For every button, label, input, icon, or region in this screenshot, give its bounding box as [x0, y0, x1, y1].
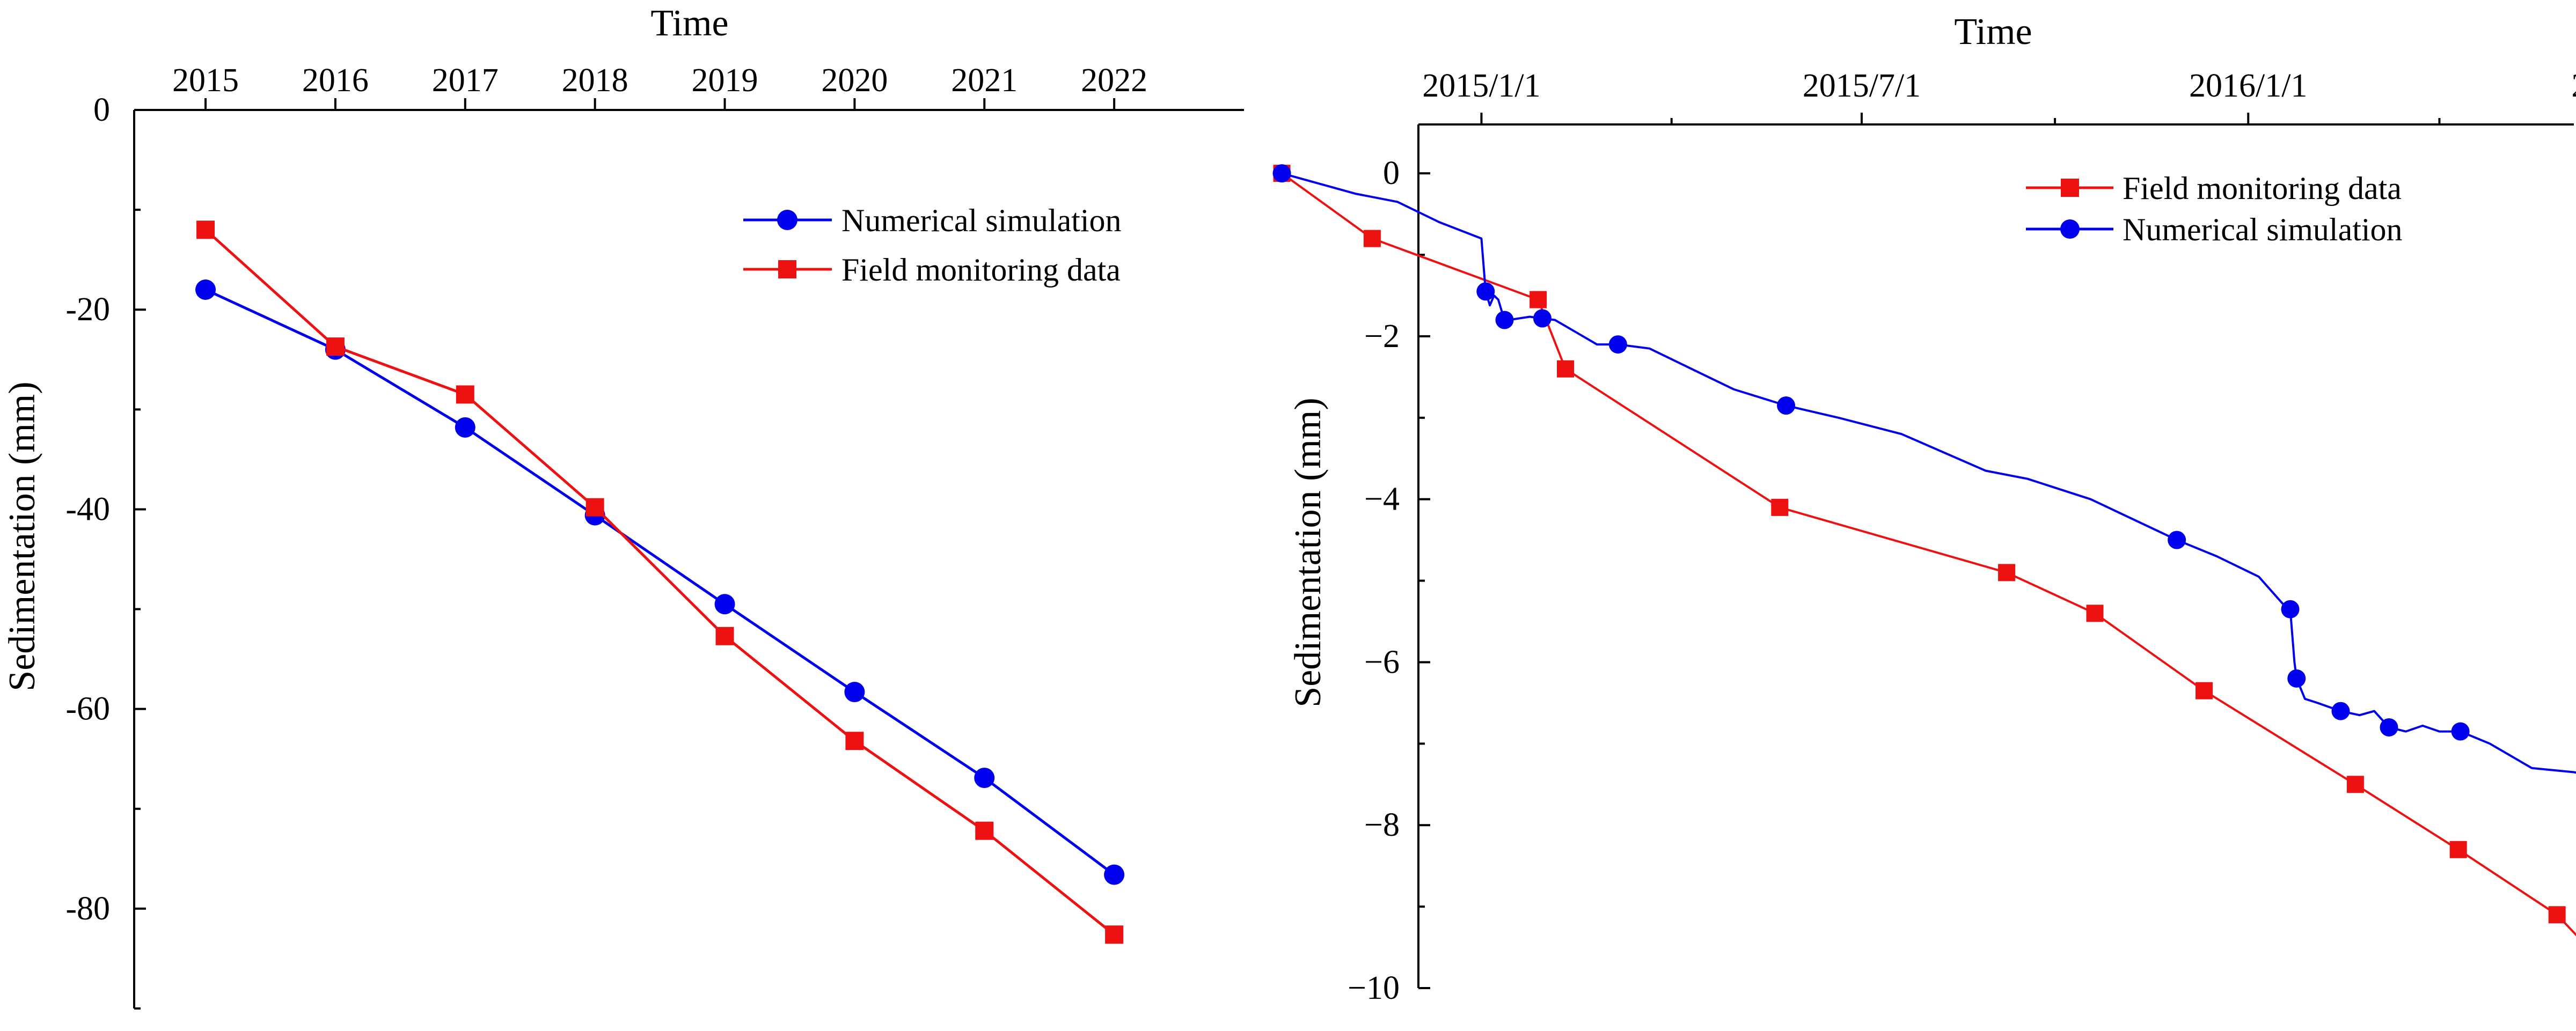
right-numerical-point: [2168, 531, 2186, 549]
left-x-tick-label: 2017: [432, 62, 499, 99]
left-x-axis-title: Time: [650, 3, 728, 44]
left-numerical-point: [455, 417, 475, 438]
left-x-tick-label: 2020: [821, 62, 888, 99]
left-x-tick-label: 2015: [172, 62, 239, 99]
right-numerical-point: [2451, 722, 2470, 741]
left-field-line: [204, 229, 1115, 936]
left-field-point: [845, 732, 864, 750]
right-field-point: [1529, 291, 1547, 308]
left-field-point: [326, 337, 345, 356]
right-numerical-point: [1608, 335, 1627, 354]
left-legend-label-field: Field monitoring data: [841, 252, 1121, 288]
right-y-tick-label: 0: [1383, 155, 1400, 192]
left-field-point: [715, 627, 734, 645]
left-x-tick-label: 2016: [302, 62, 369, 99]
left-legend-marker-field: [778, 260, 796, 278]
left-field-point: [456, 385, 474, 404]
right-field-point: [2346, 776, 2364, 793]
right-chart: Time Sedimentation (mm) 2015/1/1 2015/7/1…: [1272, 11, 2576, 1006]
right-legend-label-field: Field monitoring data: [2123, 171, 2402, 206]
right-numerical-point: [2287, 669, 2306, 688]
right-field-point: [2086, 605, 2104, 622]
left-y-tick-label: 0: [93, 92, 110, 128]
right-y-tick-label: −4: [1364, 481, 1400, 518]
right-numerical-point: [1476, 282, 1495, 301]
right-numerical-point: [2380, 718, 2398, 737]
left-numerical-point: [195, 279, 216, 300]
left-x-tick-label: 2022: [1081, 62, 1147, 99]
right-x-tick-label: 2015/7/1: [1803, 68, 1921, 104]
right-field-point: [1771, 498, 1789, 516]
right-numerical-line: [1282, 172, 2576, 774]
right-legend-label-numerical: Numerical simulation: [2123, 212, 2403, 247]
left-y-tick-label: -20: [65, 291, 110, 328]
right-numerical-point: [1495, 311, 1514, 329]
left-y-tick-label: -40: [65, 491, 110, 527]
right-field-point: [1557, 360, 1575, 378]
right-numerical-point: [2281, 600, 2300, 618]
right-field-point: [1998, 564, 2016, 581]
left-y-axis-title: Sedimentation (mm): [2, 381, 43, 691]
right-x-axis-title: Time: [1954, 11, 2032, 53]
right-y-tick-label: −6: [1364, 644, 1400, 680]
right-numerical-point: [1272, 164, 1291, 183]
right-x-tick-label: 2016/7/1: [2571, 68, 2576, 104]
right-legend-marker-field: [2061, 179, 2079, 197]
right-numerical-point: [1777, 396, 1796, 415]
right-y-tick-label: −2: [1364, 318, 1400, 355]
left-legend-marker-numerical: [777, 210, 797, 230]
left-legend-label-numerical: Numerical simulation: [841, 203, 1122, 238]
left-legend: Numerical simulation Field monitoring da…: [743, 203, 1122, 288]
left-y-tick-label: -80: [65, 890, 110, 927]
right-x-tick-label: 2016/1/1: [2189, 68, 2307, 104]
right-y-axis-title: Sedimentation (mm): [1287, 397, 1329, 707]
right-numerical-point: [1533, 309, 1552, 328]
left-field-point: [586, 498, 604, 517]
left-numerical-point: [714, 594, 735, 615]
right-y-tick-label: −10: [1348, 970, 1400, 1006]
left-numerical-line: [204, 288, 1115, 876]
left-x-tick-label: 2021: [951, 62, 1018, 99]
left-x-tick-label: 2018: [562, 62, 628, 99]
right-field-point: [2449, 841, 2467, 858]
left-numerical-point: [1104, 864, 1125, 885]
right-legend: Field monitoring data Numerical simulati…: [2026, 171, 2403, 247]
left-y-tick-label: -60: [65, 691, 110, 727]
left-x-tick-label: 2019: [692, 62, 758, 99]
left-field-point: [1105, 925, 1124, 944]
right-legend-marker-numerical: [2060, 219, 2080, 239]
left-numerical-point: [844, 682, 865, 703]
right-y-tick-label: −8: [1364, 807, 1400, 843]
right-numerical-point: [2331, 702, 2350, 720]
right-field-line: [1281, 172, 2576, 937]
right-field-point: [1363, 230, 1381, 247]
right-field-point: [2548, 906, 2566, 924]
left-chart: Time Sedimentation (mm) 2015 2016 2017 2018…: [2, 3, 1244, 1010]
left-numerical-point: [974, 768, 995, 789]
right-x-tick-label: 2015/1/1: [1422, 68, 1540, 104]
left-field-point: [975, 821, 994, 840]
left-field-point: [196, 220, 215, 239]
right-field-point: [2196, 682, 2213, 699]
